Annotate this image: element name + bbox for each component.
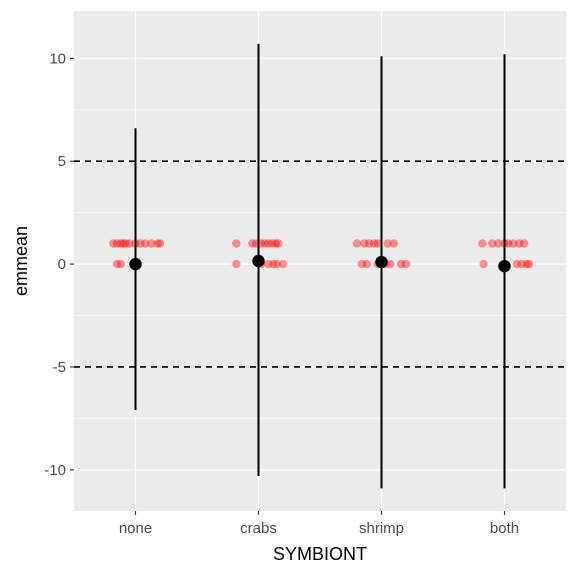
y-tick-label: 10 (49, 50, 66, 67)
raw-point (156, 239, 164, 247)
raw-point (520, 239, 528, 247)
emmean-point-none (129, 258, 141, 270)
plot-panel (74, 11, 566, 511)
raw-point (479, 260, 487, 268)
x-tick-label-none: none (119, 520, 152, 537)
raw-point (402, 260, 410, 268)
raw-point (279, 260, 287, 268)
raw-point (478, 239, 486, 247)
x-tick-label-crabs: crabs (240, 520, 277, 537)
raw-point (117, 260, 125, 268)
y-axis-title: emmean (11, 226, 31, 296)
raw-point (353, 239, 361, 247)
raw-point (363, 260, 371, 268)
y-tick-label: -5 (53, 359, 66, 376)
x-tick-label-shrimp: shrimp (359, 520, 404, 537)
y-tick-label: 0 (58, 256, 66, 273)
raw-point (232, 260, 240, 268)
emmean-point-shrimp (375, 256, 387, 268)
emmean-point-both (498, 260, 510, 272)
raw-point (525, 260, 533, 268)
x-axis-title: SYMBIONT (273, 544, 367, 564)
y-tick-label: -10 (44, 462, 66, 479)
emmean-point-crabs (252, 255, 264, 267)
x-tick-label-both: both (490, 520, 519, 537)
y-tick-label: 5 (58, 153, 66, 170)
raw-point (232, 239, 240, 247)
raw-point (274, 239, 282, 247)
raw-point (390, 239, 398, 247)
